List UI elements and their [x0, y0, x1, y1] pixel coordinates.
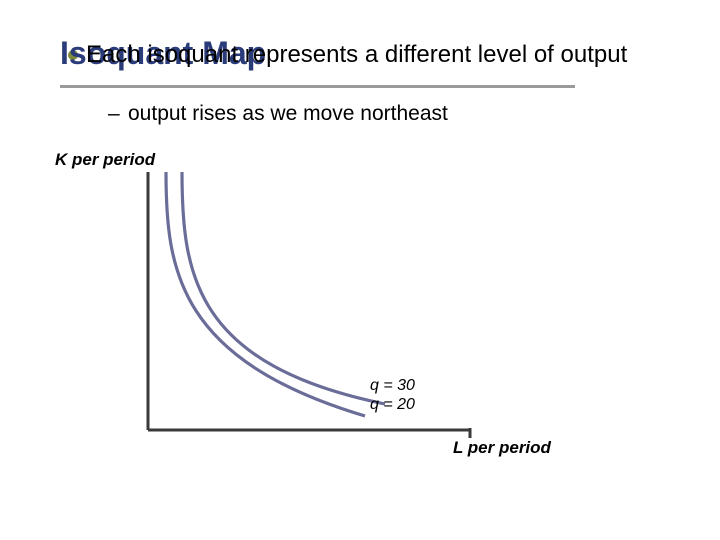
sub-bullet-dash-icon: –	[108, 102, 120, 126]
isoquant-chart	[100, 160, 570, 460]
curve-label: q = 20	[370, 396, 415, 414]
slide: Isoquant Map Each isoquant represents a …	[0, 0, 720, 540]
isoquant-curve	[182, 172, 385, 404]
title-rule	[60, 85, 575, 88]
curve-label: q = 30	[370, 377, 415, 395]
bullet-text: Each isoquant represents a different lev…	[86, 40, 686, 70]
sub-bullet-text: output rises as we move northeast	[128, 102, 448, 126]
isoquant-curve	[166, 172, 365, 416]
x-axis-label: L per period	[453, 438, 551, 458]
